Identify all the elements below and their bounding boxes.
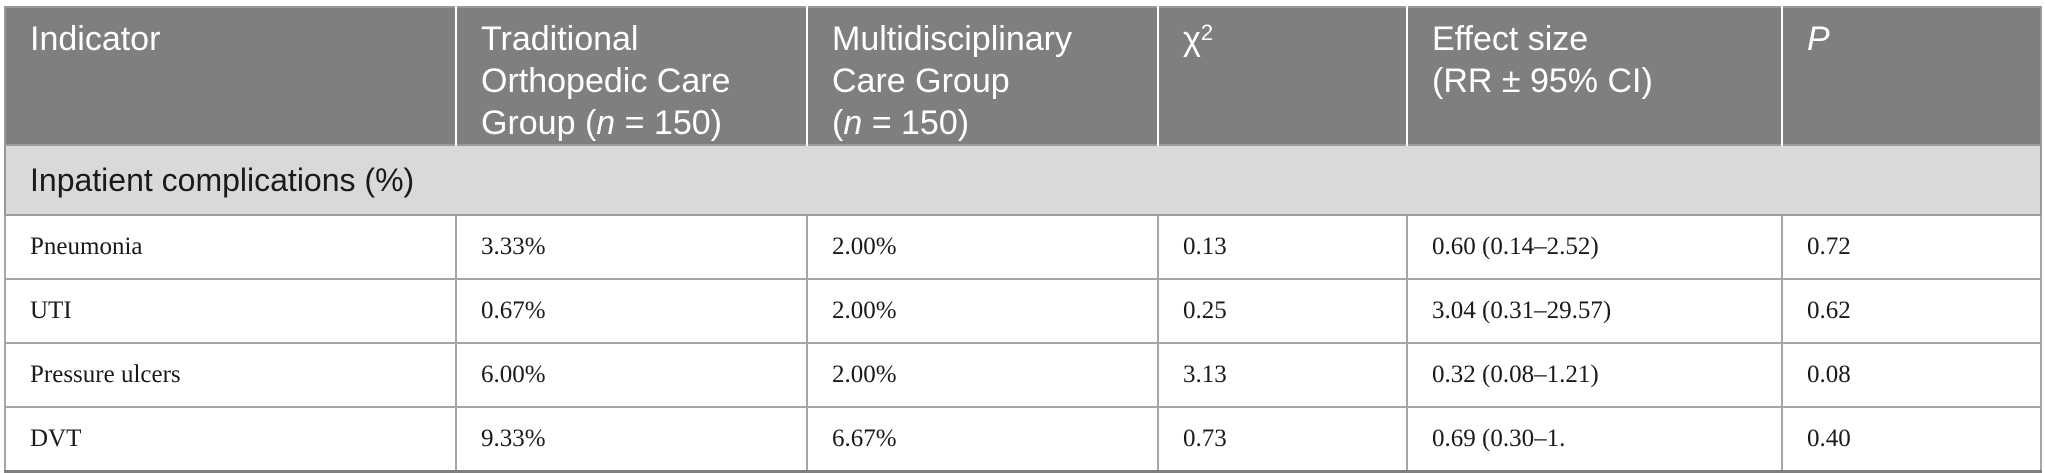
cell-indicator: Pneumonia xyxy=(4,214,457,280)
cell-effect: 3.04 (0.31–29.57) xyxy=(1406,278,1783,344)
table-row: DVT 9.33% 6.67% 0.73 0.69 (0.30–1. 0.40 xyxy=(4,406,2042,473)
cell-p: 0.62 xyxy=(1781,278,2042,344)
section-label: Inpatient complications (%) xyxy=(4,144,2042,216)
header-multidisciplinary-group: Multidisciplinary Care Group (n = 150) xyxy=(806,6,1159,145)
table-container: Indicator Traditional Orthopedic Care Gr… xyxy=(4,6,2042,473)
cell-traditional: 9.33% xyxy=(455,406,808,473)
cell-traditional: 0.67% xyxy=(455,278,808,344)
complications-table: Indicator Traditional Orthopedic Care Gr… xyxy=(4,6,2042,473)
table-row: Pressure ulcers 6.00% 2.00% 3.13 0.32 (0… xyxy=(4,342,2042,408)
header-p-value: P xyxy=(1781,6,2042,145)
cell-traditional: 6.00% xyxy=(455,342,808,408)
section-row: Inpatient complications (%) xyxy=(4,144,2042,216)
cell-chi2: 3.13 xyxy=(1157,342,1408,408)
header-row: Indicator Traditional Orthopedic Care Gr… xyxy=(4,6,2042,145)
cell-chi2: 0.13 xyxy=(1157,214,1408,280)
cell-chi2: 0.73 xyxy=(1157,406,1408,473)
header-indicator: Indicator xyxy=(4,6,457,145)
cell-indicator: DVT xyxy=(4,406,457,473)
cell-multidisciplinary: 2.00% xyxy=(806,214,1159,280)
cell-p: 0.08 xyxy=(1781,342,2042,408)
cell-multidisciplinary: 2.00% xyxy=(806,278,1159,344)
cell-chi2: 0.25 xyxy=(1157,278,1408,344)
cell-multidisciplinary: 6.67% xyxy=(806,406,1159,473)
cell-multidisciplinary: 2.00% xyxy=(806,342,1159,408)
cell-p: 0.40 xyxy=(1781,406,2042,473)
header-effect-size: Effect size (RR ± 95% CI) xyxy=(1406,6,1783,145)
cell-indicator: Pressure ulcers xyxy=(4,342,457,408)
table-row: Pneumonia 3.33% 2.00% 0.13 0.60 (0.14–2.… xyxy=(4,214,2042,280)
cell-traditional: 3.33% xyxy=(455,214,808,280)
cell-indicator: UTI xyxy=(4,278,457,344)
cell-effect: 0.60 (0.14–2.52) xyxy=(1406,214,1783,280)
table-row: UTI 0.67% 2.00% 0.25 3.04 (0.31–29.57) 0… xyxy=(4,278,2042,344)
cell-effect: 0.32 (0.08–1.21) xyxy=(1406,342,1783,408)
cell-p: 0.72 xyxy=(1781,214,2042,280)
cell-effect: 0.69 (0.30–1. xyxy=(1406,406,1783,473)
header-chi-square: χ2 xyxy=(1157,6,1408,145)
header-traditional-group: Traditional Orthopedic Care Group (n = 1… xyxy=(455,6,808,145)
